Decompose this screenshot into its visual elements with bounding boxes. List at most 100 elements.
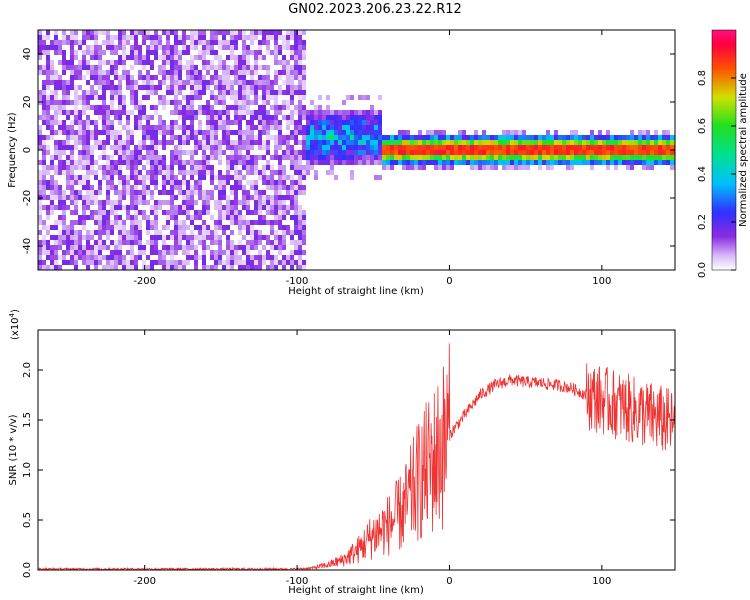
- heatmap-cell: [354, 150, 358, 155]
- heatmap-cell: [70, 135, 74, 140]
- heatmap-cell: [202, 140, 206, 145]
- heatmap-cell: [110, 100, 114, 105]
- heatmap-cell: [290, 115, 294, 120]
- heatmap-cell: [70, 35, 74, 40]
- heatmap-cell: [286, 90, 290, 95]
- heatmap-cell: [494, 165, 498, 170]
- heatmap-cell: [122, 70, 126, 75]
- heatmap-cell: [278, 30, 282, 35]
- heatmap-cell: [202, 45, 206, 50]
- colorbar-ticks: 0.00.20.40.60.8: [697, 70, 736, 278]
- heatmap-cell: [122, 30, 126, 35]
- heatmap-cell: [486, 140, 490, 145]
- heatmap-cell: [194, 140, 198, 145]
- heatmap-cell: [106, 200, 110, 205]
- heatmap-cell: [298, 130, 302, 135]
- heatmap-cell: [74, 35, 78, 40]
- heatmap-cell: [94, 250, 98, 255]
- heatmap-cell: [46, 115, 50, 120]
- heatmap-cell: [422, 165, 426, 170]
- heatmap-cell: [114, 65, 118, 70]
- heatmap-cell: [374, 175, 378, 180]
- heatmap-cell: [262, 175, 266, 180]
- heatmap-cell: [294, 120, 298, 125]
- heatmap-cell: [118, 175, 122, 180]
- heatmap-cell: [318, 105, 322, 110]
- heatmap-cell: [626, 135, 630, 140]
- heatmap-cell: [278, 35, 282, 40]
- heatmap-cell: [138, 210, 142, 215]
- heatmap-cell: [310, 145, 314, 150]
- heatmap-cell: [158, 65, 162, 70]
- x-tick-label: -100: [286, 276, 309, 287]
- heatmap-cell: [518, 130, 522, 135]
- heatmap-cell: [146, 70, 150, 75]
- heatmap-cell: [182, 245, 186, 250]
- heatmap-cell: [262, 95, 266, 100]
- heatmap-cell: [258, 250, 262, 255]
- heatmap-cell: [262, 120, 266, 125]
- heatmap-cell: [338, 130, 342, 135]
- heatmap-cell: [106, 190, 110, 195]
- heatmap-cell: [254, 160, 258, 165]
- heatmap-cell: [170, 90, 174, 95]
- heatmap-cell: [246, 35, 250, 40]
- heatmap-cell: [162, 55, 166, 60]
- heatmap-cell: [262, 215, 266, 220]
- heatmap-cell: [70, 200, 74, 205]
- heatmap-cell: [78, 245, 82, 250]
- heatmap-cell: [230, 150, 234, 155]
- heatmap-cell: [218, 205, 222, 210]
- heatmap-cell: [266, 185, 270, 190]
- heatmap-cell: [170, 75, 174, 80]
- heatmap-cell: [410, 155, 414, 160]
- heatmap-cell: [98, 45, 102, 50]
- heatmap-cell: [206, 65, 210, 70]
- heatmap-cell: [270, 255, 274, 260]
- heatmap-cell: [74, 55, 78, 60]
- heatmap-cell: [298, 175, 302, 180]
- heatmap-cell: [190, 75, 194, 80]
- heatmap-cell: [290, 45, 294, 50]
- heatmap-cell: [150, 180, 154, 185]
- heatmap-cell: [210, 75, 214, 80]
- heatmap-cell: [126, 115, 130, 120]
- heatmap-cell: [146, 95, 150, 100]
- heatmap-cell: [326, 125, 330, 130]
- heatmap-cell: [170, 140, 174, 145]
- heatmap-cell: [314, 175, 318, 180]
- heatmap-cell: [446, 145, 450, 150]
- heatmap-cell: [186, 35, 190, 40]
- heatmap-cell: [550, 150, 554, 155]
- heatmap-cell: [182, 35, 186, 40]
- heatmap-cell: [102, 80, 106, 85]
- heatmap-cell: [398, 135, 402, 140]
- heatmap-cell: [50, 80, 54, 85]
- heatmap-cell: [518, 135, 522, 140]
- heatmap-cell: [214, 265, 218, 270]
- heatmap-cell: [270, 240, 274, 245]
- heatmap-cell: [46, 55, 50, 60]
- heatmap-cell: [122, 205, 126, 210]
- heatmap-cell: [66, 180, 70, 185]
- heatmap-cell: [94, 75, 98, 80]
- heatmap-cell: [666, 150, 670, 155]
- heatmap-cell: [58, 245, 62, 250]
- heatmap-cell: [510, 130, 514, 135]
- heatmap-cell: [494, 150, 498, 155]
- heatmap-cell: [118, 45, 122, 50]
- heatmap-cell: [114, 70, 118, 75]
- heatmap-cell: [326, 135, 330, 140]
- heatmap-cell: [118, 30, 122, 35]
- heatmap-cell: [350, 160, 354, 165]
- heatmap-cell: [114, 90, 118, 95]
- heatmap-cell: [102, 265, 106, 270]
- heatmap-cell: [578, 140, 582, 145]
- heatmap-cell: [58, 195, 62, 200]
- heatmap-cell: [134, 45, 138, 50]
- heatmap-cell: [242, 50, 246, 55]
- heatmap-cell: [374, 110, 378, 115]
- heatmap-cell: [286, 150, 290, 155]
- heatmap-cell: [50, 125, 54, 130]
- heatmap-cell: [186, 180, 190, 185]
